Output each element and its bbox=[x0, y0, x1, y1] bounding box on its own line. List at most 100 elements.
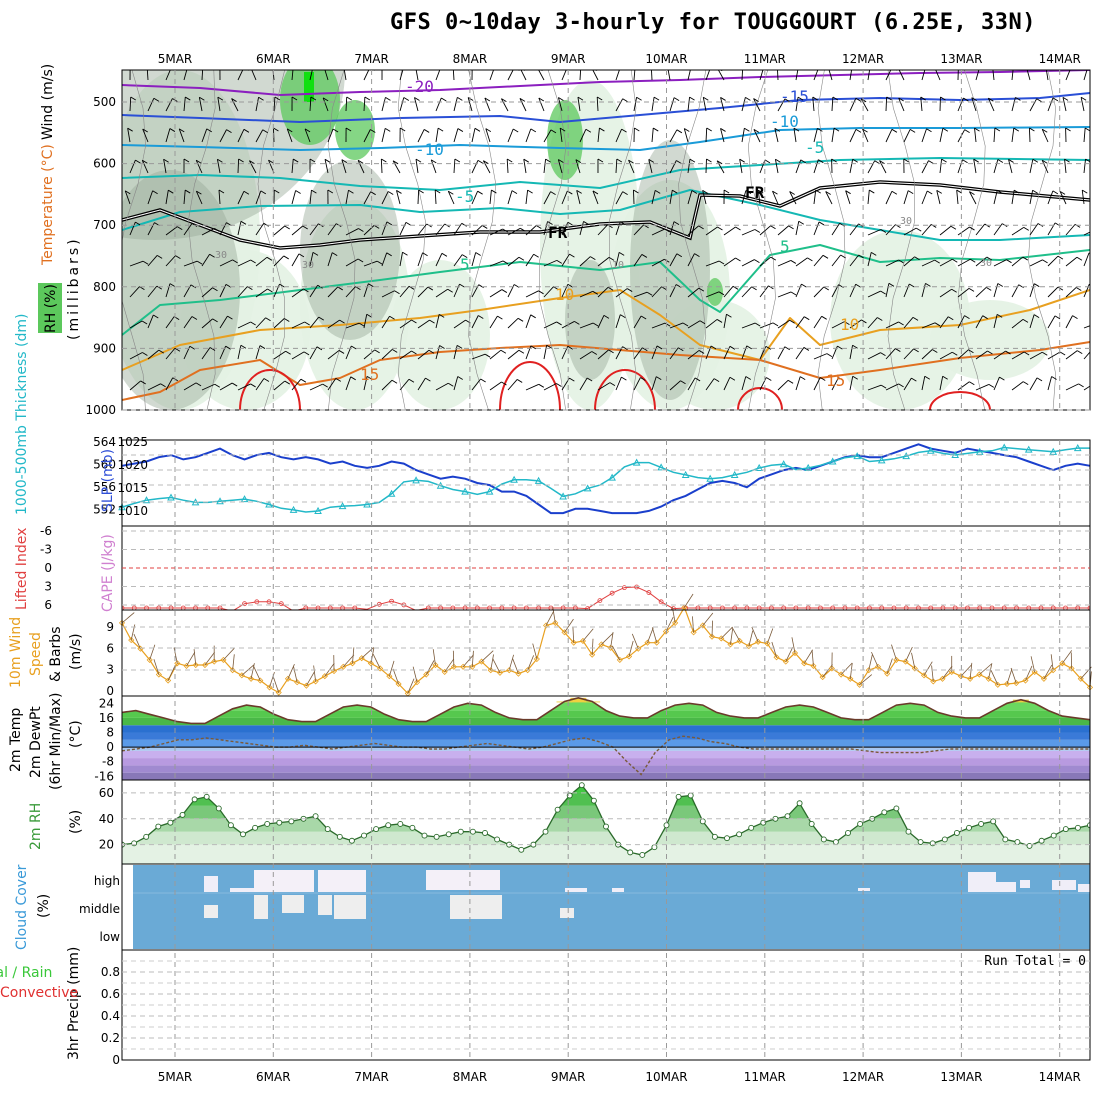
wind-barb-flag bbox=[240, 220, 247, 225]
wind-barb-flag bbox=[293, 66, 298, 69]
rh-marker bbox=[639, 852, 646, 858]
precip-tick-label: 0.2 bbox=[101, 1031, 120, 1045]
rh-marker bbox=[494, 836, 501, 843]
wind-barb bbox=[396, 190, 401, 205]
wind-barb-flag bbox=[260, 190, 267, 195]
li-marker bbox=[695, 605, 701, 610]
wind-barb-flag bbox=[399, 127, 406, 132]
wind-barb bbox=[921, 376, 926, 391]
thickness-marker bbox=[289, 505, 298, 513]
wind-barb-flag bbox=[992, 66, 997, 69]
wind-barb bbox=[178, 128, 185, 143]
wind-barb-flag bbox=[273, 66, 278, 69]
wind-barb-flag bbox=[837, 345, 843, 350]
wind-barb-flag bbox=[341, 159, 348, 164]
wind-barb-10m bbox=[840, 662, 853, 675]
wind-speed-marker bbox=[266, 684, 273, 691]
wind-barb-flag bbox=[427, 286, 434, 291]
wind-barb bbox=[957, 97, 964, 112]
wind-barb-10m bbox=[891, 644, 897, 661]
wind-barb-flag bbox=[997, 189, 1003, 194]
wind-barb-flag bbox=[831, 158, 837, 163]
wind-barb bbox=[831, 96, 834, 112]
wind-barb-flag bbox=[386, 221, 393, 226]
wind-barb-flag bbox=[726, 313, 732, 318]
rh-marker bbox=[1026, 842, 1033, 849]
wind-barb-flag bbox=[1054, 315, 1061, 320]
wind-barb-flag bbox=[209, 253, 215, 258]
wind-speed-marker bbox=[404, 690, 411, 697]
pressure-tick-label: 500 bbox=[93, 95, 116, 109]
wind-barb bbox=[1041, 160, 1049, 174]
wind-speed-marker bbox=[211, 658, 218, 665]
wind-barb bbox=[525, 345, 532, 360]
wind-barb-10m bbox=[868, 654, 873, 671]
li-marker bbox=[389, 598, 394, 604]
wind-barb bbox=[345, 286, 356, 298]
wind-barb bbox=[452, 70, 455, 81]
wind-barb bbox=[165, 70, 171, 81]
wind-barb-flag bbox=[190, 284, 197, 289]
rh-marker bbox=[542, 828, 549, 835]
temp-tick-label: 16 bbox=[99, 711, 114, 725]
cloud-block bbox=[334, 895, 366, 919]
wind-barb-flag bbox=[457, 128, 464, 132]
wind-barb bbox=[741, 190, 747, 205]
wind-barb-10m bbox=[871, 651, 879, 667]
wind-barb bbox=[309, 223, 319, 236]
wind-barb bbox=[849, 254, 860, 267]
wind-barb-flag bbox=[1052, 97, 1059, 102]
contour-10 bbox=[122, 289, 1090, 371]
wind-barb bbox=[993, 259, 1007, 267]
wind-barb bbox=[903, 377, 912, 391]
wind-barb bbox=[849, 159, 854, 174]
thick-ylabel: 1000-500mb Thickness (dm) bbox=[14, 314, 30, 515]
wind-barb bbox=[435, 345, 440, 360]
wind-barb-flag bbox=[484, 353, 491, 358]
rh-marker bbox=[1062, 826, 1069, 833]
wind-barb bbox=[430, 159, 437, 174]
wind-ylabel-3: & Barbs bbox=[48, 627, 64, 683]
wind-barb bbox=[1047, 97, 1054, 112]
wind-barb bbox=[597, 382, 611, 391]
wind-barb-10m bbox=[223, 647, 235, 661]
wind-barb bbox=[993, 223, 1003, 236]
wind-barb-flag bbox=[364, 96, 371, 101]
wind-barb bbox=[231, 98, 239, 112]
wind-barb bbox=[141, 160, 149, 174]
wind-speed-marker bbox=[1059, 660, 1066, 667]
contour-label: 30 bbox=[215, 250, 227, 261]
wind-barb bbox=[381, 128, 386, 143]
wind-barb-flag bbox=[691, 190, 698, 194]
wind-barb bbox=[146, 70, 149, 81]
wind-barb bbox=[327, 252, 333, 267]
wind-barb bbox=[903, 227, 917, 236]
thickness-marker bbox=[755, 463, 764, 471]
wind-barb bbox=[885, 191, 893, 205]
wind-barb bbox=[525, 225, 537, 236]
wind-barb bbox=[525, 128, 532, 143]
wind-barb-flag bbox=[952, 258, 958, 263]
wind-barb bbox=[538, 97, 545, 112]
wind-barb bbox=[651, 70, 653, 81]
wind-barb bbox=[1026, 70, 1031, 81]
wind-barb-10m bbox=[173, 647, 178, 664]
wind-barb-flag bbox=[291, 96, 298, 101]
wind-barb-flag bbox=[287, 128, 293, 133]
wind-barb bbox=[183, 260, 198, 267]
rh-tick-label: 20 bbox=[99, 838, 114, 852]
wind-barb-flag bbox=[212, 318, 218, 323]
wind-speed-marker bbox=[598, 641, 605, 648]
wind-barb-flag bbox=[646, 291, 653, 296]
wind-barb-flag bbox=[284, 225, 290, 230]
wind-barb-flag bbox=[869, 189, 875, 194]
wind-barb bbox=[615, 314, 621, 329]
wind-barb bbox=[453, 345, 458, 360]
wind-barb bbox=[975, 315, 984, 329]
rh-contour bbox=[957, 70, 986, 410]
wind-barb-10m bbox=[601, 632, 614, 645]
wind-barb bbox=[1083, 128, 1086, 143]
rh-marker bbox=[603, 823, 609, 830]
wind-barb-flag bbox=[1022, 381, 1029, 386]
wind-speed-marker bbox=[413, 679, 421, 686]
